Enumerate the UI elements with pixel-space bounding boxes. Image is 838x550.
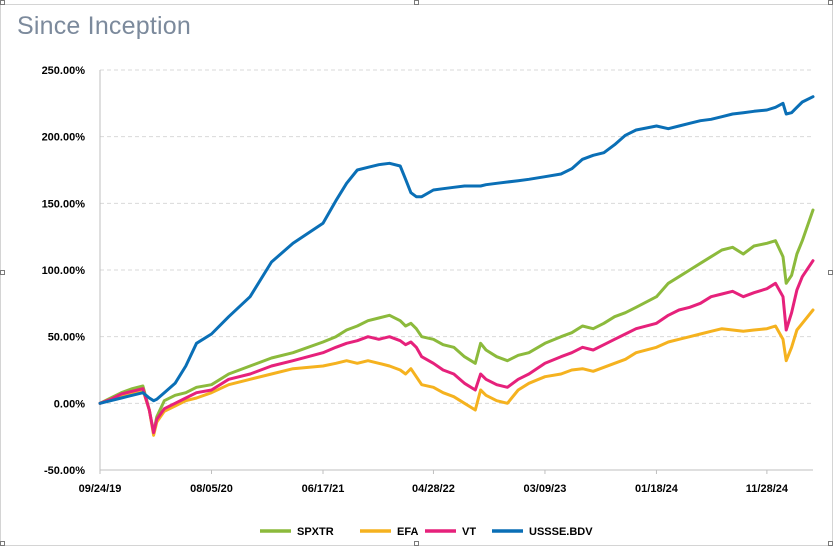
y-tick-label: 250.00% — [42, 65, 86, 77]
x-tick-label: 01/18/24 — [635, 483, 679, 495]
x-tick-label: 11/28/24 — [746, 483, 789, 495]
y-tick-label: 50.00% — [48, 332, 86, 344]
x-tick-label: 04/28/22 — [412, 483, 455, 495]
resize-handle-top-right[interactable] — [828, 0, 833, 5]
y-tick-label: -50.00% — [44, 465, 85, 477]
resize-handle-bottom-center[interactable] — [414, 541, 419, 546]
resize-handle-bottom-left[interactable] — [0, 541, 5, 546]
legend-label[interactable]: VT — [462, 526, 476, 538]
series-line-vt — [98, 259, 815, 435]
resize-handle-bottom-right[interactable] — [828, 541, 833, 546]
resize-handle-top-center[interactable] — [414, 0, 419, 5]
series-line-spxtr — [98, 208, 815, 435]
legend-label[interactable]: SPXTR — [297, 526, 334, 538]
series-line-efa — [98, 308, 815, 437]
x-tick-label: 09/24/19 — [79, 483, 122, 495]
series-line-ussse-bdv — [98, 95, 815, 405]
x-tick-label: 06/17/21 — [302, 483, 345, 495]
y-tick-label: 200.00% — [42, 132, 86, 144]
x-tick-label: 03/09/23 — [524, 483, 567, 495]
chart-title: Since Inception — [17, 12, 191, 40]
y-tick-label: 0.00% — [54, 398, 85, 410]
y-tick-label: 100.00% — [42, 265, 86, 277]
y-tick-label: 150.00% — [42, 198, 86, 210]
legend-label[interactable]: USSSE.BDV — [529, 526, 593, 538]
resize-handle-middle-left[interactable] — [0, 270, 5, 275]
legend-label[interactable]: EFA — [397, 526, 418, 538]
resize-handle-top-left[interactable] — [0, 0, 5, 5]
resize-handle-middle-right[interactable] — [828, 270, 833, 275]
x-tick-label: 08/05/20 — [190, 483, 233, 495]
